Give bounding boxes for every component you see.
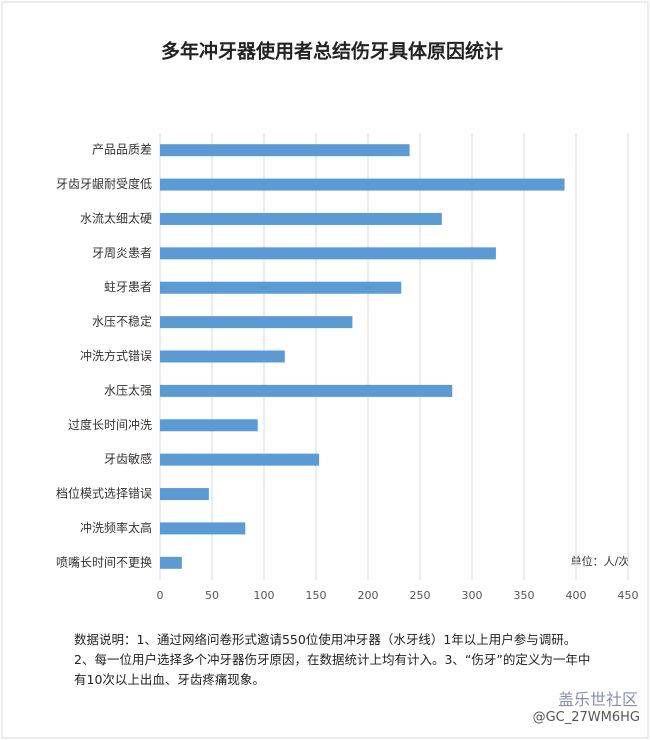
y-tick-label: 牙齿牙龈耐受度低 (56, 176, 152, 191)
y-tick-label: 水流太细太硬 (80, 210, 152, 225)
x-tick-label: 50 (205, 589, 219, 602)
bar (160, 488, 209, 501)
watermark-user: @GC_27WM6HG (532, 710, 640, 725)
x-tick-label: 200 (358, 589, 379, 602)
y-tick-label: 水压不稳定 (92, 314, 152, 329)
y-tick-label: 过度长时间冲洗 (68, 417, 152, 432)
bar (160, 556, 182, 569)
y-tick-label: 档位模式选择错误 (56, 486, 152, 501)
bar (160, 350, 285, 363)
y-tick-label: 产品品质差 (92, 143, 152, 157)
x-tick-label: 400 (566, 589, 587, 602)
bar (160, 247, 496, 260)
bar (160, 384, 453, 397)
bar (160, 212, 442, 225)
watermark-brand: 盖乐世社区 (557, 690, 638, 709)
x-tick-label: 300 (462, 589, 483, 602)
y-tick-label: 牙周炎患者 (92, 246, 152, 260)
y-tick-label: 水压太强 (104, 382, 152, 397)
y-tick-label: 牙齿敏感 (104, 451, 152, 466)
y-tick-label: 蛀牙患者 (104, 280, 152, 294)
bar (160, 281, 402, 294)
x-tick-label: 450 (618, 589, 639, 602)
bar (160, 144, 410, 157)
x-tick-label: 250 (410, 589, 431, 602)
bar (160, 178, 565, 191)
x-tick-label: 350 (514, 589, 535, 602)
unit-label: 单位：人/次 (571, 554, 630, 568)
chart-title: 多年冲牙器使用者总结伤牙具体原因统计 (161, 40, 503, 63)
bar (160, 316, 353, 329)
y-tick-label: 喷嘴长时间不更换 (56, 555, 152, 569)
y-tick-label: 冲洗频率太高 (80, 520, 152, 535)
note: 数据说明：1、通过网络问卷形式邀请550位使用冲牙器（水牙线）1年以上用户参与调… (74, 632, 591, 687)
bar (160, 453, 320, 466)
x-tick-label: 100 (254, 589, 275, 602)
bar (160, 522, 246, 535)
x-tick-label: 0 (157, 589, 164, 602)
y-tick-label: 冲洗方式错误 (80, 348, 152, 363)
x-tick-label: 150 (306, 589, 327, 602)
bar (160, 419, 258, 432)
